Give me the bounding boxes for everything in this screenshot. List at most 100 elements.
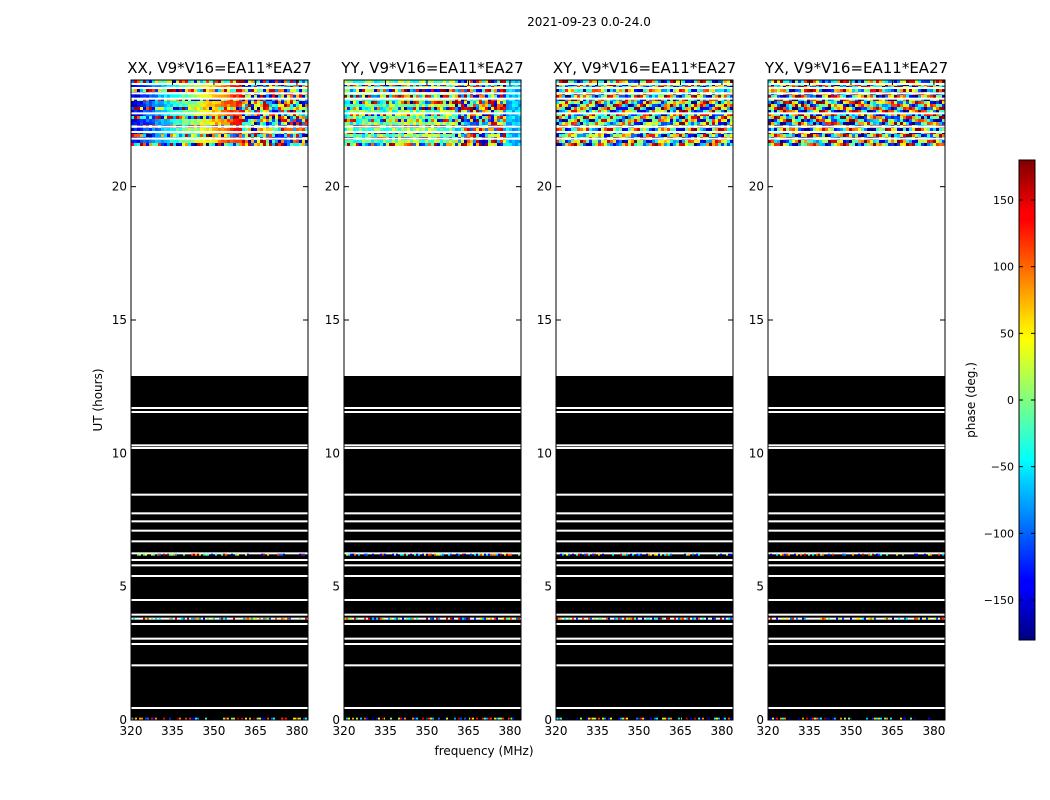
heatmap-cell: [431, 95, 434, 98]
heatmap-cell: [685, 104, 688, 107]
heatmap-cell: [634, 80, 637, 83]
flag-gap-line: [768, 643, 945, 645]
heatmap-cell: [667, 113, 670, 116]
heatmap-cell: [161, 113, 164, 116]
heatmap-cell: [885, 80, 888, 83]
flag-gap-line: [344, 97, 521, 100]
heatmap-cell: [272, 134, 275, 137]
heatmap-cell: [146, 89, 149, 92]
flag-gap-line: [556, 112, 733, 115]
heatmap-cell: [152, 116, 155, 119]
noise-pixel: [480, 617, 482, 620]
noise-pixel: [914, 553, 916, 556]
heatmap-cell: [491, 128, 494, 131]
heatmap-cell: [155, 89, 158, 92]
heatmap-cell: [634, 95, 637, 98]
heatmap-cell: [446, 80, 449, 83]
y-tick-label: 5: [544, 580, 552, 594]
heatmap-cell: [266, 122, 269, 125]
heatmap-cell: [455, 80, 458, 83]
noise-pixel: [177, 717, 179, 720]
heatmap-cell: [488, 128, 491, 131]
heatmap-cell: [422, 80, 425, 83]
heatmap-cell: [398, 143, 401, 146]
heatmap-cell: [601, 89, 604, 92]
heatmap-cell: [410, 119, 413, 122]
noise-pixel: [474, 553, 476, 556]
heatmap-cell: [416, 113, 419, 116]
heatmap-cell: [416, 107, 419, 110]
heatmap-cell: [200, 113, 203, 116]
heatmap-cell: [485, 104, 488, 107]
heatmap-cell: [613, 80, 616, 83]
heatmap-cell: [464, 107, 467, 110]
noise-pixel: [832, 553, 834, 556]
noise-pixel: [680, 717, 682, 720]
heatmap-cell: [413, 101, 416, 104]
heatmap-cell: [266, 101, 269, 104]
heatmap-cell: [694, 119, 697, 122]
heatmap-cell: [613, 104, 616, 107]
heatmap-cell: [200, 134, 203, 137]
heatmap-cell: [559, 107, 562, 110]
heatmap-cell: [227, 113, 230, 116]
heatmap-cell: [179, 101, 182, 104]
noise-pixel: [914, 717, 916, 720]
heatmap-cell: [921, 80, 924, 83]
heatmap-cell: [254, 101, 257, 104]
heatmap-cell: [813, 80, 816, 83]
heatmap-cell: [595, 104, 598, 107]
noise-pixel: [223, 717, 225, 720]
heatmap-cell: [140, 80, 143, 83]
heatmap-cell: [293, 101, 296, 104]
heatmap-cell: [173, 122, 176, 125]
heatmap-cell: [574, 107, 577, 110]
noise-pixel: [442, 553, 444, 556]
heatmap-cell: [661, 122, 664, 125]
heatmap-cell: [556, 140, 559, 143]
heatmap-cell: [347, 116, 350, 119]
heatmap-cell: [485, 107, 488, 110]
heatmap-cell: [700, 119, 703, 122]
heatmap-cell: [365, 110, 368, 113]
heatmap-cell: [509, 110, 512, 113]
heatmap-cell: [386, 80, 389, 83]
heatmap-cell: [209, 140, 212, 143]
heatmap-cell: [613, 143, 616, 146]
heatmap-cell: [194, 128, 197, 131]
heatmap-cell: [230, 89, 233, 92]
heatmap-cell: [377, 110, 380, 113]
heatmap-cell: [254, 134, 257, 137]
heatmap-cell: [628, 104, 631, 107]
heatmap-cell: [601, 119, 604, 122]
heatmap-cell: [401, 107, 404, 110]
heatmap-cell: [730, 104, 733, 107]
heatmap-cell: [458, 89, 461, 92]
heatmap-cell: [377, 143, 380, 146]
heatmap-cell: [631, 101, 634, 104]
heatmap-cell: [443, 134, 446, 137]
noise-pixel: [269, 617, 271, 620]
heatmap-cell: [188, 140, 191, 143]
heatmap-cell: [350, 128, 353, 131]
heatmap-cell: [266, 104, 269, 107]
heatmap-cell: [248, 110, 251, 113]
heatmap-cell: [473, 107, 476, 110]
heatmap-cell: [185, 95, 188, 98]
noise-pixel: [516, 617, 518, 620]
heatmap-cell: [299, 107, 302, 110]
heatmap-cell: [515, 101, 518, 104]
heatmap-cell: [383, 140, 386, 143]
noise-pixel: [726, 553, 728, 556]
noise-pixel: [424, 553, 426, 556]
noise-pixel: [287, 617, 289, 620]
heatmap-cell: [610, 116, 613, 119]
heatmap-cell: [724, 140, 727, 143]
heatmap-cell: [242, 122, 245, 125]
heatmap-cell: [622, 128, 625, 131]
heatmap-cell: [230, 122, 233, 125]
heatmap-cell: [152, 95, 155, 98]
heatmap-cell: [670, 140, 673, 143]
heatmap-cell: [679, 119, 682, 122]
heatmap-cell: [715, 110, 718, 113]
